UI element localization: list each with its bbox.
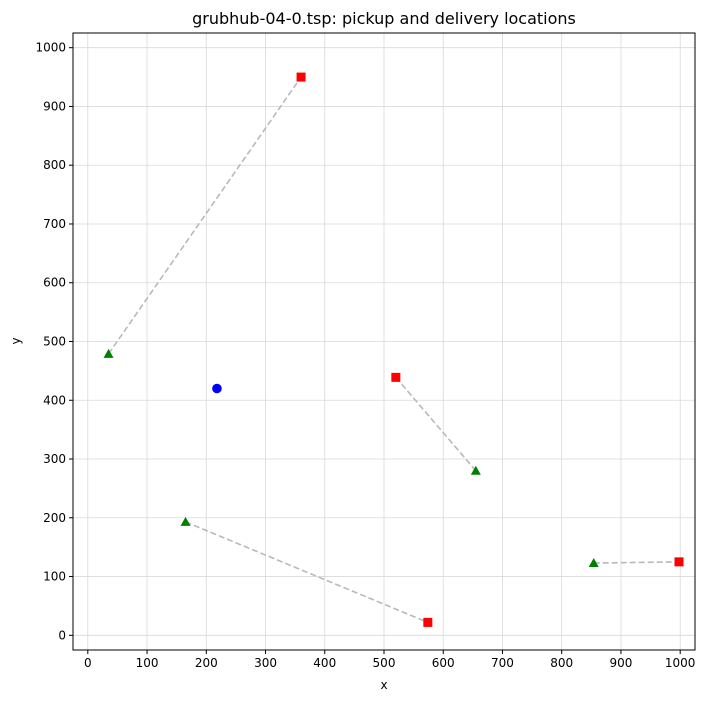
pickup-delivery-line [185,521,429,624]
pickup-delivery-line [593,561,680,564]
pickup-delivery-line [395,376,477,472]
pickup-delivery-line [107,76,302,355]
x-tick-label: 500 [373,656,396,670]
pickup-marker [180,516,191,526]
pickup-marker [470,465,481,475]
y-tick-label: 200 [43,511,66,525]
x-tick-label: 900 [609,656,632,670]
y-tick-label: 1000 [35,41,66,55]
chart-title: grubhub-04-0.tsp: pickup and delivery lo… [192,9,576,28]
x-tick-label: 100 [136,656,159,670]
x-tick-label: 300 [254,656,277,670]
x-tick-label: 0 [84,656,92,670]
x-tick-label: 200 [195,656,218,670]
y-tick-label: 800 [43,158,66,172]
x-tick-label: 700 [491,656,514,670]
grid-lines [73,33,695,650]
axis-ticks: 0 100 200 300 400 500 600 700 800 900 1000 0 100 200 3… [35,41,695,670]
x-axis-label: x [380,678,387,692]
delivery-marker [296,72,306,82]
pickup-marker [103,348,114,358]
y-tick-label: 0 [58,628,66,642]
y-tick-label: 600 [43,276,66,290]
y-axis-label: y [9,337,23,344]
pair-lines [107,76,680,624]
y-tick-label: 700 [43,217,66,231]
delivery-marker [423,617,433,627]
pickup-marker [588,558,599,568]
x-tick-label: 600 [432,656,455,670]
x-tick-label: 800 [550,656,573,670]
x-tick-label: 1000 [665,656,696,670]
x-tick-label: 400 [313,656,336,670]
y-tick-label: 500 [43,335,66,349]
delivery-marker [391,372,401,382]
location-markers [103,72,684,627]
y-tick-label: 900 [43,99,66,113]
y-tick-label: 100 [43,570,66,584]
y-tick-label: 300 [43,452,66,466]
delivery-marker [674,557,684,567]
depot-marker [212,383,222,394]
y-tick-label: 400 [43,393,66,407]
